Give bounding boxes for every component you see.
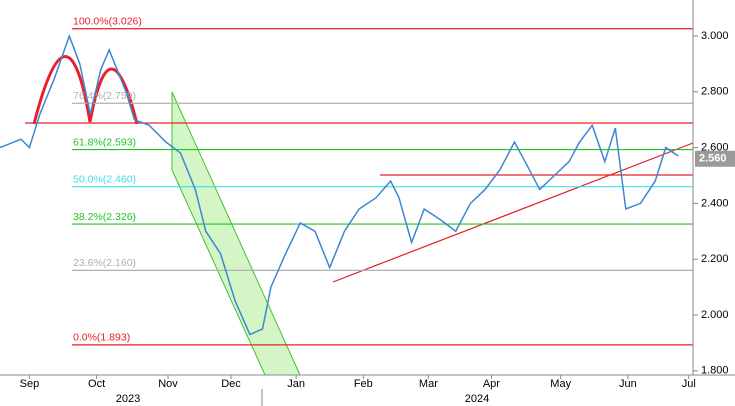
x-tick-label: Dec — [221, 378, 241, 390]
x-tick-label: Nov — [158, 378, 178, 390]
price-line — [0, 33, 679, 336]
double-top — [32, 55, 139, 125]
last-price-box — [695, 150, 735, 167]
y-tick-label: 2.600 — [701, 142, 729, 154]
year-label: 2023 — [116, 393, 140, 405]
x-tick-label: Jul — [682, 378, 696, 390]
x-tick-label: Jun — [619, 378, 637, 390]
x-tick-label: Jan — [287, 378, 305, 390]
x-tick-label: Oct — [88, 378, 105, 390]
year-label: 2024 — [465, 393, 489, 405]
x-tick-label: Apr — [483, 378, 500, 390]
level-label: 50.0%(2.460) — [73, 173, 136, 185]
level-label: 38.2%(2.326) — [73, 211, 136, 223]
trend-line — [332, 142, 694, 283]
level-label: 61.8%(2.593) — [73, 136, 136, 148]
x-tick-label: Feb — [354, 378, 373, 390]
level-label: 23.6%(2.160) — [73, 257, 136, 269]
x-tick-label: Mar — [419, 378, 438, 390]
y-tick-label: 2.800 — [701, 86, 729, 98]
x-tick-label: May — [550, 378, 571, 390]
level-label: 0.0%(1.893) — [73, 332, 130, 344]
y-tick-label: 2.000 — [701, 309, 729, 321]
last-price-label: 2.560 — [699, 153, 727, 165]
level-label: 100.0%(3.026) — [73, 16, 142, 28]
plot: 100.0%(3.026) 76.4%(2.759) 61.8%(2.593) 50.… — [0, 16, 693, 346]
y-tick-label: 2.200 — [701, 253, 729, 265]
y-tick-label: 3.000 — [701, 30, 729, 42]
x-tick-label: Sep — [20, 378, 40, 390]
channel — [171, 91, 301, 376]
y-tick-label: 2.400 — [701, 197, 729, 209]
y-tick-label: 1.800 — [701, 365, 729, 377]
level-label: 76.4%(2.759) — [73, 90, 136, 102]
